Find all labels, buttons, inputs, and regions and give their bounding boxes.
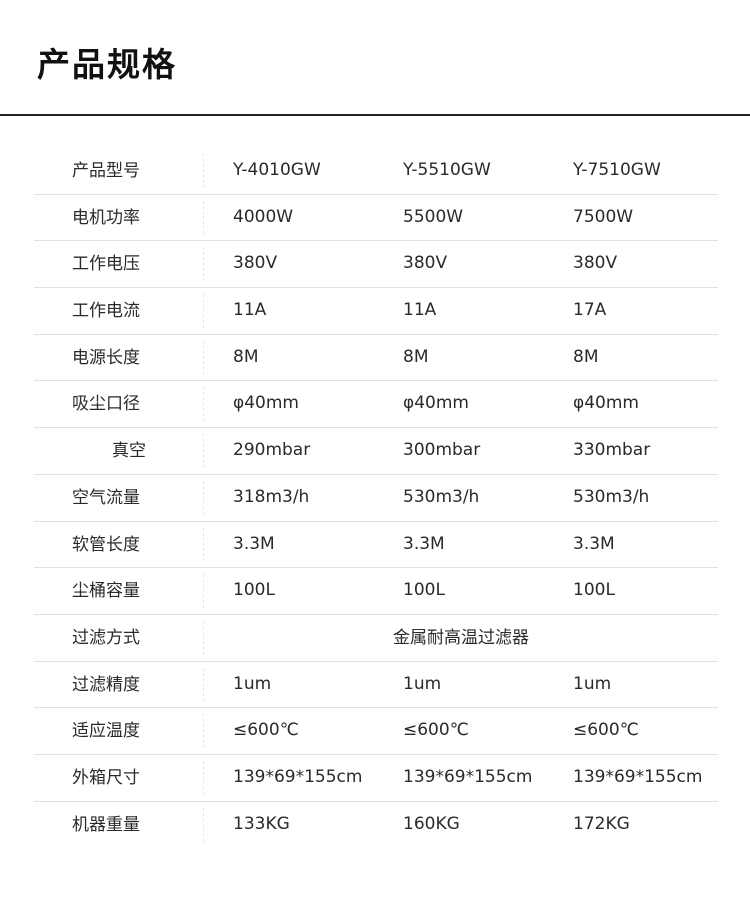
spec-value: Y-7510GW: [573, 160, 661, 180]
column-divider: [203, 200, 204, 235]
spec-value: 139*69*155cm: [403, 766, 533, 787]
column-divider: [203, 574, 204, 608]
spec-value: 1um: [573, 673, 612, 694]
column-divider: [203, 760, 204, 795]
spec-value: 100L: [233, 580, 275, 601]
spec-value: 330mbar: [573, 440, 651, 461]
spec-value: 11A: [403, 300, 437, 321]
spec-value-merged: 金属耐高温过滤器: [393, 627, 529, 648]
spec-label: 空气流量: [72, 487, 140, 508]
spec-value: ≤600℃: [403, 720, 469, 741]
spec-label: 适应温度: [72, 721, 140, 742]
spec-row: 过滤精度 1um 1um 1um: [34, 662, 718, 709]
spec-value: 380V: [573, 253, 618, 274]
page-title: 产品规格: [37, 45, 177, 84]
spec-value: φ40mm: [403, 393, 469, 414]
title-divider: [0, 114, 750, 116]
spec-value: 5500W: [403, 206, 464, 227]
column-divider: [203, 480, 204, 515]
spec-row: 工作电流 11A 11A 17A: [34, 288, 718, 335]
spec-value: 3.3M: [573, 533, 615, 554]
spec-row: 外箱尺寸 139*69*155cm 139*69*155cm 139*69*155cm: [34, 755, 718, 802]
spec-value: 11A: [233, 300, 267, 321]
spec-label: 软管长度: [72, 534, 140, 555]
spec-row: 软管长度 3.3M 3.3M 3.3M: [34, 522, 718, 569]
spec-value: 100L: [573, 580, 615, 601]
spec-value: 318m3/h: [233, 486, 310, 507]
spec-value: 530m3/h: [403, 486, 480, 507]
spec-value: 100L: [403, 580, 445, 601]
spec-label: 吸尘口径: [72, 394, 140, 415]
spec-row: 尘桶容量 100L 100L 100L: [34, 568, 718, 615]
spec-row: 工作电压 380V 380V 380V: [34, 241, 718, 289]
spec-row: 过滤方式 金属耐高温过滤器: [34, 615, 718, 662]
spec-value: 3.3M: [403, 533, 445, 554]
column-divider: [203, 527, 204, 562]
spec-label: 过滤方式: [72, 627, 140, 648]
spec-value: φ40mm: [233, 393, 299, 414]
column-divider: [203, 154, 204, 188]
spec-value: 160KG: [403, 813, 460, 834]
spec-row: 吸尘口径 φ40mm φ40mm φ40mm: [34, 381, 718, 429]
spec-value: 139*69*155cm: [573, 766, 703, 787]
column-divider: [203, 807, 204, 843]
spec-value: 1um: [403, 673, 442, 694]
column-divider: [203, 714, 204, 748]
spec-label: 电机功率: [72, 207, 140, 228]
spec-value: ≤600℃: [573, 720, 639, 741]
spec-value: Y-5510GW: [403, 160, 491, 180]
column-divider: [203, 340, 204, 375]
spec-value: 300mbar: [403, 440, 481, 461]
column-divider: [203, 620, 204, 655]
spec-value: 530m3/h: [573, 486, 650, 507]
spec-value: 172KG: [573, 813, 630, 834]
spec-row: 真空 290mbar 300mbar 330mbar: [34, 428, 718, 475]
spec-label: 电源长度: [72, 347, 140, 368]
spec-value: 1um: [233, 673, 272, 694]
spec-row: 电源长度 8M 8M 8M: [34, 335, 718, 382]
column-divider: [203, 434, 204, 468]
column-divider: [203, 247, 204, 282]
spec-value: 8M: [233, 346, 259, 367]
spec-row: 空气流量 318m3/h 530m3/h 530m3/h: [34, 475, 718, 522]
spec-value: 380V: [233, 253, 278, 274]
column-divider: [203, 667, 204, 702]
spec-value: 17A: [573, 300, 607, 321]
spec-value: Y-4010GW: [233, 160, 321, 180]
column-divider: [203, 294, 204, 328]
spec-label: 工作电流: [72, 301, 140, 322]
spec-label: 尘桶容量: [72, 581, 140, 602]
spec-label: 过滤精度: [72, 674, 140, 695]
spec-value: 290mbar: [233, 440, 311, 461]
spec-value: 380V: [403, 253, 448, 274]
column-divider: [203, 387, 204, 422]
spec-row: 机器重量 133KG 160KG 172KG: [34, 802, 718, 849]
spec-value: φ40mm: [573, 393, 639, 414]
spec-table: 产品型号 Y-4010GW Y-5510GW Y-7510GW 电机功率 4000W 550…: [34, 148, 718, 848]
spec-label: 外箱尺寸: [72, 767, 140, 788]
spec-row: 适应温度 ≤600℃ ≤600℃ ≤600℃: [34, 708, 718, 755]
spec-label: 真空: [112, 441, 146, 462]
spec-label: 机器重量: [72, 814, 140, 835]
spec-value: ≤600℃: [233, 720, 299, 741]
spec-value: 8M: [573, 346, 599, 367]
spec-value: 4000W: [233, 206, 294, 227]
spec-value: 7500W: [573, 206, 634, 227]
spec-label: 产品型号: [72, 161, 140, 181]
spec-value: 8M: [403, 346, 429, 367]
spec-value: 3.3M: [233, 533, 275, 554]
spec-row: 产品型号 Y-4010GW Y-5510GW Y-7510GW: [34, 148, 718, 195]
spec-value: 139*69*155cm: [233, 766, 363, 787]
spec-row: 电机功率 4000W 5500W 7500W: [34, 195, 718, 242]
spec-label: 工作电压: [72, 254, 140, 275]
spec-value: 133KG: [233, 813, 290, 834]
